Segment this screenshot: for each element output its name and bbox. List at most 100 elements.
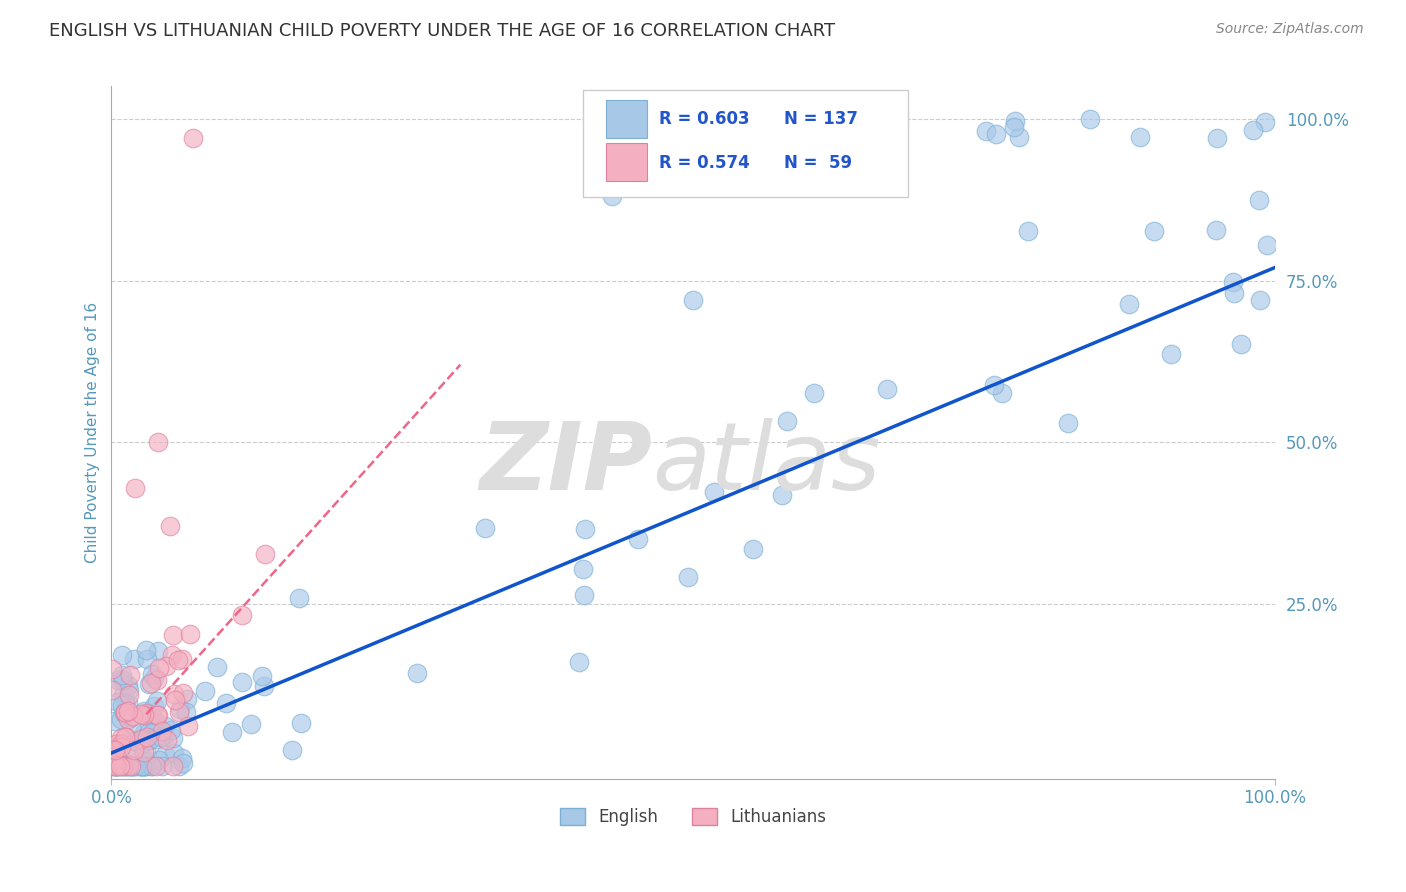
Point	[145, 732, 167, 747]
Point	[114, 696, 136, 710]
Point	[101, 682, 124, 697]
Point	[135, 744, 157, 758]
Point	[110, 759, 132, 773]
Point	[150, 759, 173, 773]
Point	[153, 747, 176, 762]
Point	[128, 759, 150, 773]
Point	[110, 738, 132, 752]
Text: atlas: atlas	[652, 418, 880, 509]
Point	[149, 731, 172, 745]
Point	[288, 591, 311, 606]
Point	[111, 698, 134, 713]
Point	[1129, 130, 1152, 145]
Point	[120, 759, 142, 773]
Point	[112, 706, 135, 721]
Point	[572, 561, 595, 575]
Point	[146, 644, 169, 658]
Point	[138, 733, 160, 747]
Point	[114, 730, 136, 744]
Point	[474, 521, 496, 535]
Point	[169, 702, 191, 716]
Point	[125, 759, 148, 773]
Point	[138, 724, 160, 739]
Point	[146, 694, 169, 708]
Point	[145, 759, 167, 773]
Point	[1230, 337, 1253, 351]
Point	[114, 706, 136, 720]
Point	[141, 759, 163, 773]
Point	[111, 667, 134, 681]
Point	[114, 707, 136, 722]
Point	[110, 759, 132, 773]
Point	[165, 693, 187, 707]
Point	[682, 293, 704, 307]
Point	[146, 708, 169, 723]
Point	[1205, 223, 1227, 237]
Point	[803, 385, 825, 400]
Point	[105, 759, 128, 773]
Point	[676, 570, 699, 584]
Point	[1223, 286, 1246, 301]
Point	[254, 547, 277, 561]
Point	[231, 608, 253, 623]
Point	[983, 378, 1005, 392]
Point	[105, 759, 128, 773]
Point	[110, 740, 132, 755]
Point	[176, 692, 198, 706]
Point	[150, 724, 173, 739]
FancyBboxPatch shape	[582, 90, 908, 197]
Point	[135, 730, 157, 744]
Point	[115, 731, 138, 745]
Point	[117, 678, 139, 692]
Point	[132, 759, 155, 773]
Point	[703, 485, 725, 500]
Point	[159, 519, 181, 533]
Point	[122, 652, 145, 666]
Point	[117, 696, 139, 710]
Point	[112, 759, 135, 773]
Point	[117, 759, 139, 773]
Point	[163, 746, 186, 760]
Point	[117, 712, 139, 726]
Point	[574, 522, 596, 536]
Point	[146, 435, 169, 450]
Point	[876, 383, 898, 397]
Point	[1002, 120, 1025, 135]
Point	[101, 753, 124, 767]
Point	[125, 735, 148, 749]
Point	[1017, 224, 1039, 238]
Point	[253, 679, 276, 693]
Point	[193, 684, 215, 698]
Point	[1008, 130, 1031, 145]
Point	[1222, 275, 1244, 289]
Point	[172, 756, 194, 770]
Point	[572, 588, 595, 602]
Bar	[606, 100, 647, 138]
Point	[131, 738, 153, 752]
Point	[118, 682, 141, 697]
Text: R = 0.574: R = 0.574	[659, 153, 749, 171]
Point	[111, 673, 134, 688]
Point	[124, 756, 146, 771]
Point	[160, 648, 183, 662]
Point	[600, 189, 623, 203]
Point	[117, 759, 139, 773]
Point	[1118, 297, 1140, 311]
Point	[207, 660, 229, 674]
Text: ZIP: ZIP	[479, 417, 652, 510]
Point	[118, 668, 141, 682]
Point	[111, 648, 134, 662]
Point	[240, 717, 263, 731]
Point	[104, 759, 127, 773]
Point	[138, 677, 160, 691]
Point	[776, 413, 799, 427]
Point	[118, 759, 141, 773]
Point	[129, 732, 152, 747]
Point	[110, 758, 132, 772]
Point	[1078, 112, 1101, 127]
Point	[974, 124, 997, 138]
Point	[135, 652, 157, 666]
Point	[991, 385, 1014, 400]
Point	[141, 726, 163, 740]
Point	[1256, 238, 1278, 252]
